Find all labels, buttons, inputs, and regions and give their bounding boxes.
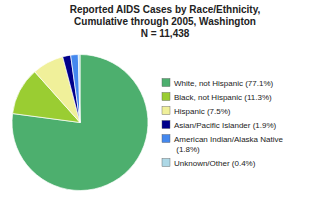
chart-container: Reported AIDS Cases by Race/Ethnicity,Cu… <box>0 0 330 204</box>
legend: White, not Hispanic (77.1%) Black, not Hi… <box>162 79 283 168</box>
pie-slice <box>63 55 80 122</box>
title: Reported AIDS Cases by Race/Ethnicity,Cu… <box>70 4 261 39</box>
legend-swatch <box>162 135 170 143</box>
legend-label: Asian/Pacific Islander (1.9%) <box>174 121 277 130</box>
legend-swatch <box>162 121 170 129</box>
pie-slice <box>71 55 80 123</box>
legend-label: Unknown/Other (0.4%) <box>174 159 256 168</box>
legend-swatch <box>162 159 170 167</box>
legend-label: Black, not Hispanic (11.3%) <box>174 93 272 102</box>
legend-swatch <box>162 79 170 87</box>
chart: Reported AIDS Cases by Race/Ethnicity,Cu… <box>0 0 330 204</box>
pie-slice <box>12 55 148 191</box>
legend-label: White, not Hispanic (77.1%) <box>174 79 273 88</box>
pie <box>12 55 148 191</box>
legend-swatch <box>162 107 170 115</box>
legend-swatch <box>162 93 170 101</box>
pie-slice <box>78 55 80 123</box>
legend-label: Hispanic (7.5%) <box>174 107 231 116</box>
legend-label: American Indian/Alaska Native (1.8%) <box>174 135 283 154</box>
